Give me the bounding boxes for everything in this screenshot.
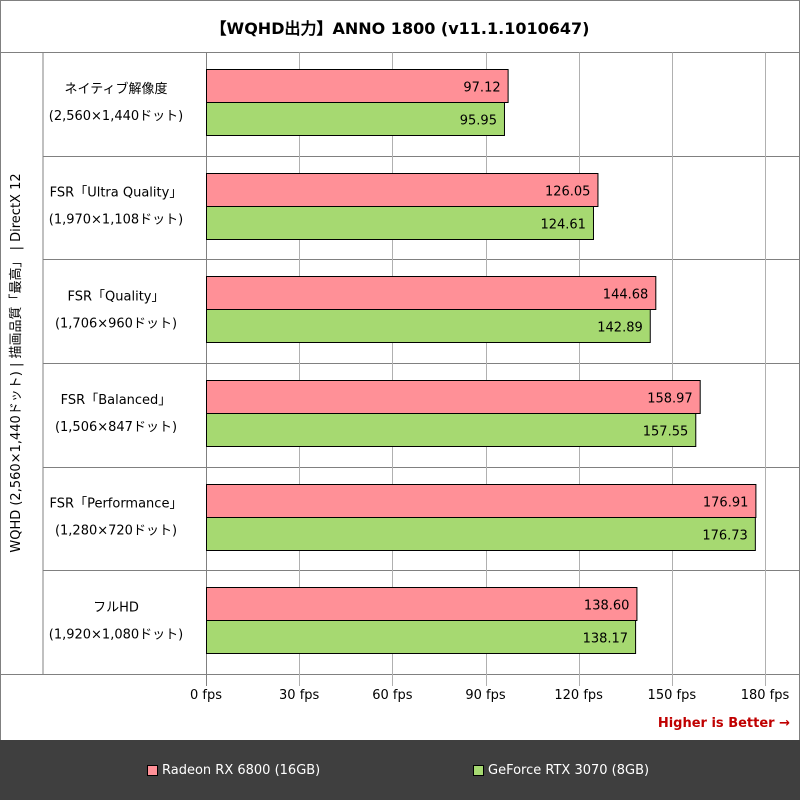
bar bbox=[206, 276, 657, 310]
legend-label-geforce: GeForce RTX 3070 (8GB) bbox=[488, 762, 650, 778]
bar bbox=[206, 620, 637, 654]
category-sublabel: (1,280×720ドット) bbox=[55, 524, 177, 539]
x-tick-label: 0 fps bbox=[190, 688, 222, 703]
category-sublabel: (1,970×1,108ドット) bbox=[49, 213, 183, 228]
bar-value-label: 176.91 bbox=[703, 496, 749, 511]
legend: Radeon RX 6800 (16GB) GeForce RTX 3070 (… bbox=[0, 740, 800, 800]
category-sublabel: (2,560×1,440ドット) bbox=[49, 109, 183, 124]
category-label: FSR「Balanced」 bbox=[61, 393, 172, 408]
category-sublabel: (1,506×847ドット) bbox=[55, 420, 177, 435]
legend-swatch-radeon bbox=[147, 764, 158, 776]
bar-value-label: 126.05 bbox=[545, 185, 591, 200]
bar-value-label: 138.60 bbox=[584, 599, 630, 614]
category-label: ネイティブ解像度 bbox=[65, 81, 168, 97]
bar-value-label: 144.68 bbox=[603, 288, 649, 303]
bar-value-label: 124.61 bbox=[540, 218, 586, 233]
bar-value-label: 95.95 bbox=[460, 114, 497, 129]
bar-value-label: 97.12 bbox=[463, 81, 500, 96]
bar-value-label: 158.97 bbox=[647, 392, 693, 407]
x-tick-label: 60 fps bbox=[372, 688, 413, 703]
bar bbox=[206, 173, 599, 207]
x-tick-label: 120 fps bbox=[554, 688, 603, 703]
bar bbox=[206, 380, 701, 414]
x-tick-label: 180 fps bbox=[741, 688, 790, 703]
higher-is-better-note: Higher is Better → bbox=[658, 716, 790, 731]
bar bbox=[206, 413, 697, 447]
category-label: FSR「Performance」 bbox=[50, 497, 183, 512]
legend-item-radeon: Radeon RX 6800 (16GB) bbox=[147, 761, 320, 779]
x-tick-label: 150 fps bbox=[648, 688, 697, 703]
category-label: フルHD bbox=[93, 600, 139, 615]
category-sublabel: (1,920×1,080ドット) bbox=[49, 627, 183, 642]
x-tick-label: 90 fps bbox=[465, 688, 506, 703]
bar-value-label: 176.73 bbox=[702, 529, 748, 544]
y-axis-label: WQHD (2,560×1,440ドット) | 描画品質「最高」 | Direc… bbox=[8, 173, 24, 552]
chart-title: 【WQHD出力】ANNO 1800 (v11.1.1010647) bbox=[211, 19, 590, 38]
bar bbox=[206, 309, 651, 343]
x-tick-label: 30 fps bbox=[279, 688, 320, 703]
category-sublabel: (1,706×960ドット) bbox=[55, 316, 177, 331]
bar-value-label: 138.17 bbox=[583, 632, 629, 647]
bar bbox=[206, 69, 509, 103]
legend-label-radeon: Radeon RX 6800 (16GB) bbox=[162, 762, 321, 778]
bar-value-label: 142.89 bbox=[597, 321, 643, 336]
category-label: FSR「Ultra Quality」 bbox=[50, 186, 183, 201]
legend-swatch-geforce bbox=[473, 764, 484, 776]
bar bbox=[206, 517, 756, 551]
bar bbox=[206, 102, 505, 136]
bar bbox=[206, 587, 638, 621]
bar bbox=[206, 484, 757, 518]
bar bbox=[206, 206, 594, 240]
legend-item-geforce: GeForce RTX 3070 (8GB) bbox=[473, 761, 649, 779]
category-label: FSR「Quality」 bbox=[68, 289, 165, 304]
bar-value-label: 157.55 bbox=[643, 425, 689, 440]
